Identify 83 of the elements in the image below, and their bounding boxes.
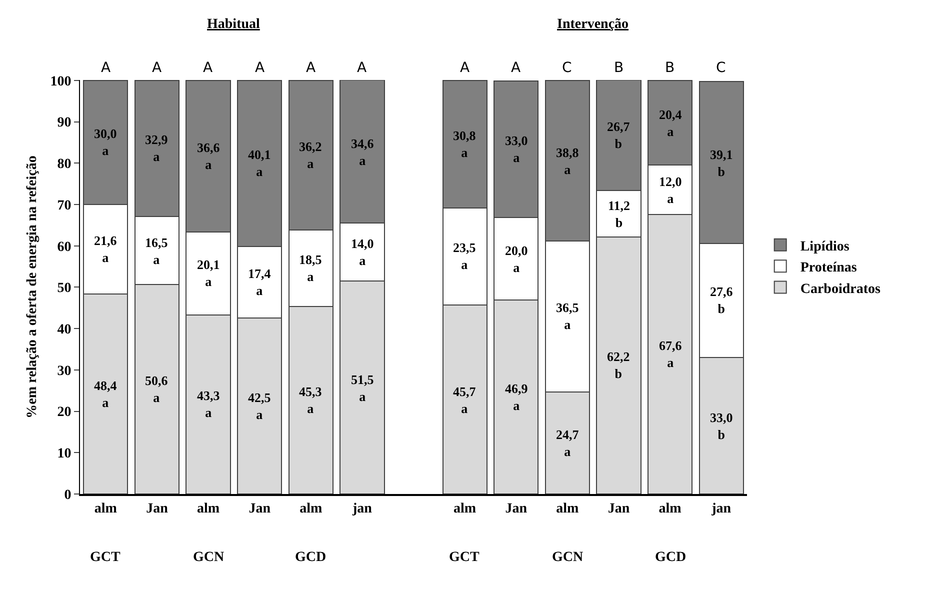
- text: A: [152, 60, 162, 76]
- text: A: [357, 60, 367, 76]
- x-tick-label: Jan: [608, 502, 630, 517]
- x-tick-label: Jan: [505, 502, 528, 517]
- data-label: 50,6 a: [145, 373, 168, 405]
- data-label: 48,4 a: [94, 378, 118, 410]
- data-label: 20,0 a: [505, 243, 528, 275]
- legend-label: Carboidratos: [800, 282, 881, 297]
- data-label: 34,6 a: [351, 136, 374, 168]
- x-tick-label: Jan: [248, 502, 271, 517]
- data-label: 30,0 a: [94, 126, 117, 158]
- legend-label: Lipídios: [800, 239, 850, 254]
- data-label: 36,6 a: [197, 140, 220, 172]
- text: B: [614, 60, 624, 76]
- data-label: 67,6 a: [659, 338, 682, 370]
- data-label: 39,1 b: [710, 147, 733, 179]
- text: B: [665, 60, 675, 76]
- y-tick-label: 30: [57, 364, 72, 379]
- y-tick-label: 70: [57, 198, 72, 214]
- data-label: 62,2 b: [607, 349, 630, 381]
- y-axis-title: %em relação a oferta de energia na refeição: [24, 156, 40, 418]
- y-tick-label: 10: [57, 446, 72, 462]
- data-label: 11,2 b: [608, 198, 630, 230]
- data-label: 33,0 a: [505, 133, 528, 165]
- legend-label: Proteínas: [800, 260, 858, 276]
- text: A: [511, 60, 521, 76]
- data-label: 43,3 a: [197, 388, 220, 420]
- data-label: 30,8 a: [453, 128, 476, 160]
- text: A: [460, 60, 470, 76]
- x-tick-label: jan: [710, 502, 732, 517]
- text: A: [101, 60, 111, 76]
- text: C: [562, 60, 572, 76]
- text: GCT: [90, 550, 121, 565]
- text: C: [716, 60, 726, 76]
- text: A: [255, 60, 265, 76]
- x-tick-label: alm: [300, 502, 322, 517]
- data-label: 51,5 a: [351, 372, 374, 404]
- x-tick-label: alm: [556, 502, 580, 517]
- data-label: 23,5 a: [453, 240, 476, 272]
- data-label: 16,5 a: [145, 235, 168, 267]
- data-label: 32,9 a: [145, 132, 168, 164]
- text: GCT: [449, 550, 480, 565]
- text: Habitual: [207, 17, 260, 32]
- data-label: 46,9 a: [505, 381, 528, 413]
- data-label: 40,1 a: [248, 147, 271, 179]
- text: A: [306, 60, 316, 76]
- x-tick-label: alm: [196, 502, 220, 517]
- data-label: 20,1 a: [197, 257, 220, 289]
- data-label: 26,7 b: [607, 119, 630, 151]
- y-tick-label: 40: [57, 322, 72, 338]
- data-label: 45,3 a: [299, 384, 322, 416]
- data-label: 18,5 a: [299, 252, 322, 284]
- text: GCD: [295, 550, 326, 565]
- data-label: 27,6 b: [710, 284, 734, 316]
- data-label: 45,7 a: [453, 384, 476, 416]
- y-tick-label: 90: [57, 116, 72, 131]
- data-label: 14,0 a: [351, 236, 374, 268]
- x-tick-label: alm: [658, 502, 682, 517]
- y-tick-label: 50: [57, 281, 72, 296]
- text: GCN: [193, 550, 224, 565]
- data-label: 38,8 a: [556, 145, 580, 177]
- x-tick-label: jan: [351, 502, 372, 517]
- data-label: 33,0 b: [710, 410, 733, 442]
- data-label: 42,5 a: [248, 390, 272, 422]
- y-tick-label: 60: [57, 240, 72, 255]
- data-label: 36,5 a: [556, 300, 580, 332]
- data-label: 36,2 a: [299, 139, 322, 171]
- text: GCD: [655, 550, 686, 565]
- x-tick-label: alm: [94, 502, 118, 517]
- data-label: 12,0 a: [659, 174, 682, 206]
- y-tick-label: 80: [57, 157, 72, 172]
- text: A: [203, 60, 213, 76]
- data-label: 24,7 a: [556, 427, 580, 459]
- x-tick-label: Jan: [146, 502, 168, 517]
- y-tick-label: 100: [50, 74, 72, 90]
- y-tick-label: 0: [64, 488, 72, 503]
- data-label: 17,4 a: [248, 266, 272, 298]
- text: Intervenção: [557, 17, 629, 32]
- y-tick-label: 20: [57, 405, 72, 420]
- x-tick-label: alm: [454, 502, 476, 517]
- data-label: 20,4 a: [659, 107, 682, 139]
- data-label: 21,6 a: [94, 233, 118, 265]
- text: GCN: [552, 550, 584, 565]
